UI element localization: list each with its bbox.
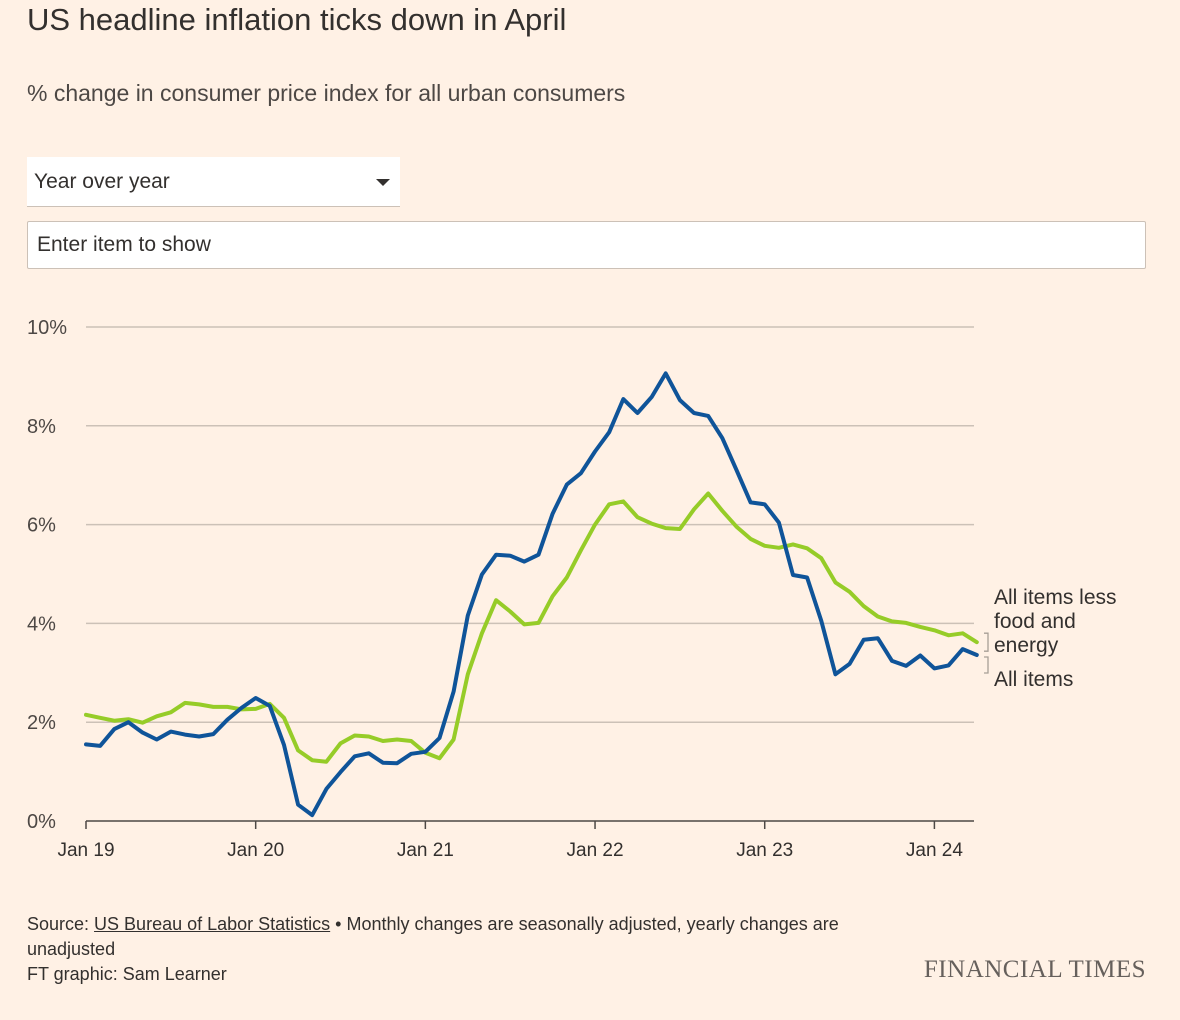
y-tick-label: 2% <box>27 712 56 734</box>
source-link[interactable]: US Bureau of Labor Statistics <box>94 914 331 934</box>
y-tick-label: 8% <box>27 416 56 438</box>
x-tick-label: Jan 21 <box>397 840 454 861</box>
series-line-all-items <box>84 371 979 818</box>
graphic-credit: FT graphic: Sam Learner <box>27 964 227 984</box>
ft-brand-logo: FINANCIAL TIMES <box>923 956 1146 983</box>
x-tick-label: Jan 22 <box>567 840 624 861</box>
end-label-core: All items less food and energy <box>994 586 1117 657</box>
x-tick-label: Jan 19 <box>57 840 114 861</box>
x-tick-label: Jan 24 <box>906 840 963 861</box>
period-select-value: Year over year <box>34 169 170 193</box>
end-label-bracket <box>984 632 989 652</box>
chart-title: US headline inflation ticks down in Apri… <box>27 2 567 37</box>
y-tick-label: 6% <box>27 515 56 537</box>
line-chart: 0% 2% 4% 6% 8% 10% Jan 19 Jan 20 Jan 21 Jan 22 Jan… <box>27 317 1117 861</box>
source-prefix: Source: <box>27 914 95 934</box>
y-tick-label: 0% <box>27 811 56 833</box>
x-tick-label: Jan 20 <box>227 840 284 861</box>
y-tick-label: 10% <box>27 317 67 339</box>
series-line-core <box>84 491 979 764</box>
end-label-bracket <box>984 656 989 674</box>
period-select[interactable]: Year over year <box>27 157 400 207</box>
x-tick-label: Jan 23 <box>736 840 793 861</box>
end-label-all-items: All items <box>994 668 1073 691</box>
item-search-input[interactable] <box>27 221 1146 269</box>
caret-down-icon <box>376 179 390 186</box>
y-tick-label: 4% <box>27 613 56 635</box>
chart-subtitle: % change in consumer price index for all… <box>27 80 626 106</box>
chart-footer: Source: US Bureau of Labor Statistics • … <box>27 912 867 987</box>
source-note: • Monthly changes are seasonally adjuste… <box>27 914 839 959</box>
